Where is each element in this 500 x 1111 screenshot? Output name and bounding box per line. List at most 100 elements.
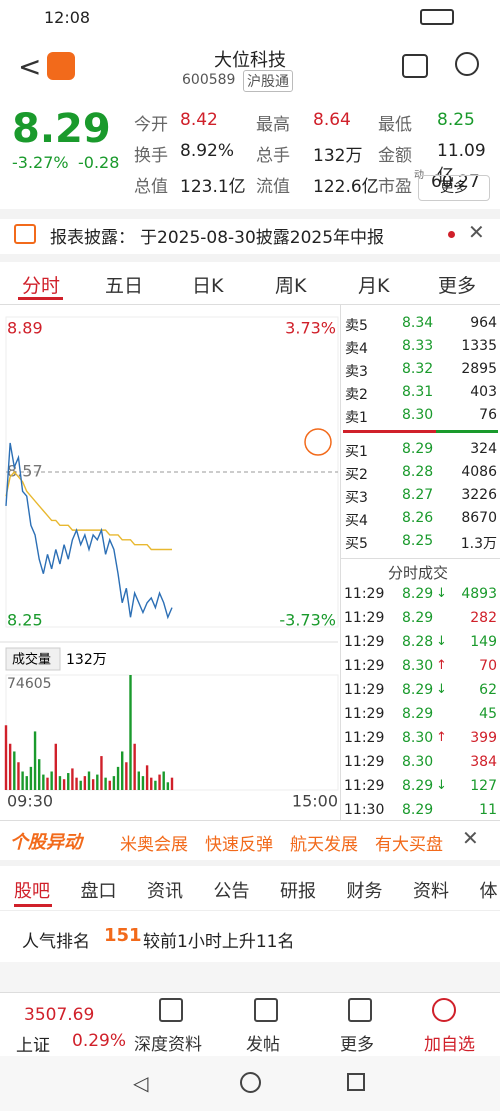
volume-bar [54,743,57,790]
y-tick-label: 74605 [7,676,52,692]
bottom-button[interactable]: 深度资料 [134,1035,202,1055]
pct-label: 3.73% [285,319,336,338]
alert-item[interactable]: 快速反弹 [205,835,273,855]
volume-bar [67,773,70,790]
notice-text[interactable]: 于2025-08-30披露2025年中报 [140,228,385,248]
book-volume: 8670 [461,510,497,526]
nav-back[interactable]: ◁ [133,1071,149,1095]
chart-tab[interactable]: 周K [275,275,307,297]
chart-tab[interactable]: 更多 [438,275,477,297]
trade-price: 8.29 [402,682,434,698]
more-button[interactable]: 更多 [418,175,490,201]
share-button[interactable] [402,54,428,78]
book-price: 8.32 [402,361,434,377]
volume-bar [4,725,8,790]
book-label: 买3 [345,490,368,506]
stat-value: 8.42 [180,110,218,130]
volume-bar [158,774,161,790]
trade-time: 11:29 [344,610,385,626]
divider [0,820,500,821]
trade-volume: 11 [479,802,497,818]
nav-recent[interactable] [347,1073,365,1091]
chart-tab[interactable]: 月K [358,275,390,297]
trade-volume: 149 [470,634,497,650]
section-tab[interactable]: 财务 [346,881,383,902]
trade-dir: ↑ [436,658,447,673]
y-tick-label: 8.57 [7,462,43,481]
status-time: 12:08 [44,8,91,27]
volume-bar [75,777,78,790]
alert-item[interactable]: 米奥会展 [120,835,188,855]
y-tick-label: 8.89 [7,319,43,338]
book-ratio [343,430,498,433]
stock-tag[interactable]: 沪股通 [243,70,293,92]
divider [340,305,341,820]
stock-name: 大位科技 [214,50,286,71]
volume-bar [170,777,174,790]
bottom-button[interactable]: 发帖 [246,1035,280,1055]
button-icon [432,998,456,1022]
volume-bar [104,777,107,790]
book-label: 卖3 [345,364,368,380]
alert-item[interactable]: 有大买盘 [375,835,443,855]
book-price: 8.33 [402,338,434,354]
section-tab[interactable]: 体 [479,881,498,902]
stat-label: 市盈 [378,177,412,197]
stat-label: 今开 [134,115,168,135]
back-button[interactable]: < [18,50,42,83]
section-tab[interactable]: 盘口 [80,881,117,902]
trade-volume: 4893 [461,586,497,602]
trade-price: 8.30 [402,658,434,674]
trade-volume: 399 [470,730,497,746]
volume-bar [166,782,170,790]
trade-dir: ↑ [436,730,447,745]
section-tab[interactable]: 资料 [413,881,449,902]
chart-tab[interactable]: 分时 [22,275,61,297]
section-tab[interactable]: 股吧 [14,881,50,902]
change: -0.28 [78,153,120,172]
section-tab[interactable]: 研报 [280,881,316,902]
volume-total: 132万 [66,652,107,668]
trade-price: 8.29 [402,706,434,722]
app-logo [47,52,75,80]
trade-price: 8.28 [402,634,434,650]
trade-price: 8.29 [402,586,434,602]
volume-bar [133,743,136,790]
book-volume: 1.3万 [460,536,497,552]
stat-label: 最高 [256,115,290,135]
trade-dir: ↓ [436,778,447,793]
notice-close[interactable]: ✕ [468,220,485,244]
book-label: 卖5 [345,318,368,334]
chart-tab[interactable]: 日K [192,275,224,297]
stat-value: 8.25 [437,110,475,130]
bottom-button[interactable]: 更多 [340,1035,374,1055]
book-label: 买5 [345,536,368,552]
volume-bar [87,771,91,790]
volume-label: 成交量 [12,652,51,668]
trade-volume: 62 [479,682,497,698]
volume-bar [112,776,116,790]
book-label: 卖4 [345,341,368,357]
alert-item[interactable]: 航天发展 [290,835,358,855]
alerts-close[interactable]: ✕ [462,826,479,850]
button-icon [254,998,278,1022]
volume-bar [96,774,99,790]
divider [0,304,500,305]
book-volume: 3226 [461,487,497,503]
bottom-button[interactable]: 加自选 [424,1035,475,1055]
section-tab[interactable]: 资讯 [147,881,183,902]
trade-time: 11:29 [344,658,385,674]
section-tab[interactable]: 公告 [213,881,250,902]
volume-bar [91,779,95,790]
search-button[interactable] [455,52,479,76]
series-line [5,442,173,620]
chart-tab[interactable]: 五日 [105,275,144,297]
nav-home[interactable] [240,1072,261,1093]
volume-bar [79,780,82,790]
stat-label: 总值 [134,177,168,197]
stat-label: 流值 [256,177,290,197]
x-tick-label: 09:30 [7,792,53,811]
stock-code: 600589 [182,72,236,88]
divider [0,962,500,992]
trade-dir: ↓ [436,682,447,697]
